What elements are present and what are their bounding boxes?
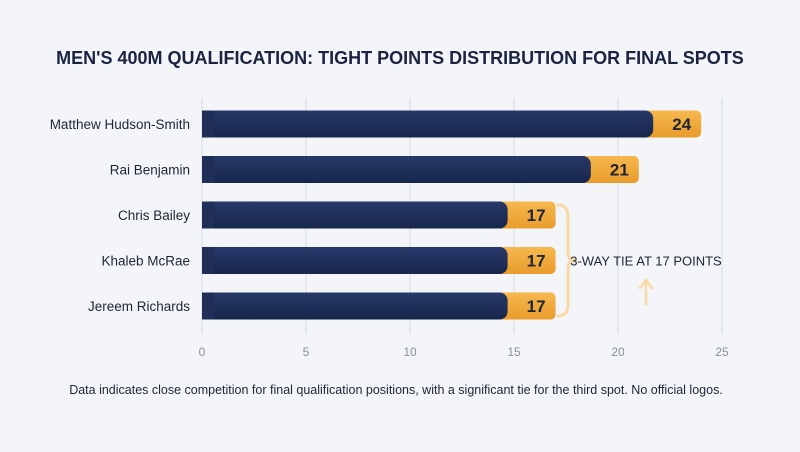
x-tick-label: 25 [715, 345, 729, 359]
tie-arrow-head [638, 278, 654, 290]
data-label: 17 [527, 297, 546, 316]
data-label: 17 [527, 252, 546, 271]
bar-left-edge [202, 201, 214, 229]
x-tick-label: 20 [611, 345, 625, 359]
tie-annotation-label: 3-WAY TIE AT 17 POINTS [570, 254, 722, 269]
bar [202, 156, 591, 183]
chart-caption: Data indicates close competition for fin… [69, 383, 723, 397]
category-label: Matthew Hudson-Smith [50, 117, 190, 132]
chart-title: MEN'S 400M QUALIFICATION: TIGHT POINTS D… [56, 48, 744, 68]
x-axis-ticks: 0 5 10 15 20 25 [199, 345, 729, 359]
tie-bracket [556, 203, 578, 318]
bar [202, 201, 508, 229]
category-label: Khaleb McRae [101, 254, 190, 269]
bar [202, 247, 508, 274]
bar [202, 292, 508, 320]
x-tick-label: 0 [199, 345, 206, 359]
data-label: 17 [527, 206, 546, 225]
data-label: 21 [610, 161, 629, 180]
bar-left-edge [202, 247, 214, 274]
bar-left-edge [202, 156, 214, 183]
tie-annotation: 3-WAY TIE AT 17 POINTS [556, 203, 722, 318]
bar-left-edge [202, 292, 214, 320]
category-label: Rai Benjamin [110, 163, 190, 178]
x-tick-label: 5 [303, 345, 310, 359]
data-label: 24 [672, 115, 691, 134]
bars: 24 21 17 17 17 [202, 110, 702, 320]
bar [202, 110, 654, 138]
category-label: Chris Bailey [118, 208, 190, 223]
category-label: Jereem Richards [88, 299, 190, 314]
x-tick-label: 10 [403, 345, 417, 359]
x-tick-label: 15 [507, 345, 521, 359]
category-labels: Matthew Hudson-Smith Rai Benjamin Chris Ba… [50, 117, 191, 314]
bar-left-edge [202, 110, 214, 138]
